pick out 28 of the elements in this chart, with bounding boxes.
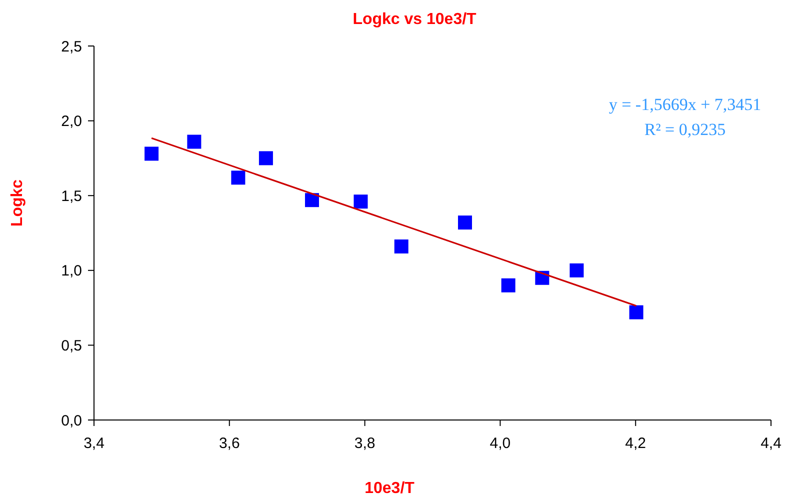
point <box>187 134 202 149</box>
y-tick-label: 0,0 <box>61 412 82 430</box>
y-tick-label: 0,5 <box>61 337 82 354</box>
x-tick-label: 4,4 <box>760 435 782 452</box>
point <box>458 216 472 230</box>
y-tick-label: 2,5 <box>61 38 82 56</box>
chart-title: Logkc vs 10e3/T <box>352 11 477 28</box>
y-tick-label: 2,0 <box>61 113 82 130</box>
point <box>394 239 408 254</box>
x-tick-label: 3,8 <box>354 435 376 452</box>
point <box>501 278 516 292</box>
y-tick-label: 1,5 <box>61 188 82 205</box>
x-tick-label: 3,6 <box>218 435 240 452</box>
y-axis-title: Logkc <box>9 179 26 227</box>
point <box>570 263 584 278</box>
point <box>258 151 273 166</box>
x-axis-title: 10e3/T <box>364 480 415 497</box>
point <box>304 193 319 208</box>
annotation: y = -1,5669x + 7,3451 <box>608 95 762 114</box>
x-tick-label: 4,0 <box>490 435 511 452</box>
point <box>231 170 246 185</box>
x-tick-label: 4,2 <box>625 435 646 452</box>
y-tick-label: 1,0 <box>61 262 82 280</box>
x-tick-label: 3,4 <box>84 435 104 452</box>
point <box>354 194 368 209</box>
point <box>144 146 159 161</box>
annotation: R² = 0,9235 <box>644 120 726 139</box>
point <box>629 305 644 320</box>
